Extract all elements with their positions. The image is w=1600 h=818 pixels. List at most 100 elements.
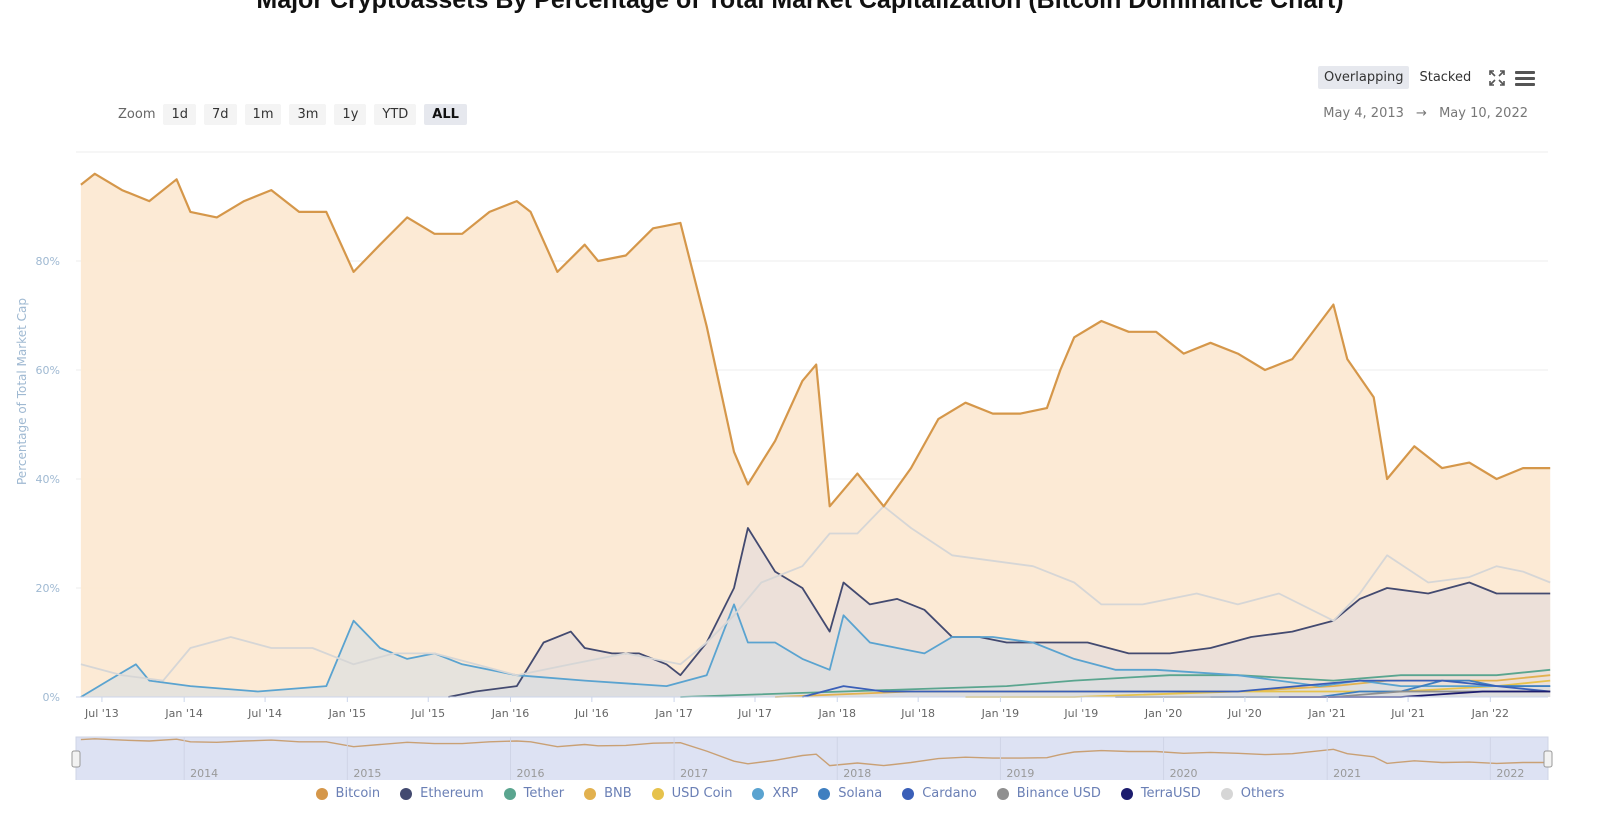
x-tick-label: Jan '14 [164,707,202,720]
view-mode-toolbar: Overlapping Stacked [1318,66,1537,89]
mode-stacked-button[interactable]: Stacked [1419,70,1472,85]
x-tick-label: Jul '20 [1227,707,1262,720]
y-tick-label: 40% [36,473,60,486]
legend-dot [996,787,1009,800]
date-range-from[interactable]: May 4, 2013 [1323,106,1404,121]
legend-dot [1220,787,1233,800]
legend-dot [400,787,413,800]
line-xrp [80,603,1551,698]
navigator-year-label: 2016 [516,767,544,780]
legend-item-usd-coin[interactable]: USD Coin [651,786,733,801]
date-range-to[interactable]: May 10, 2022 [1439,106,1528,121]
legend-item-bitcoin[interactable]: Bitcoin [315,786,381,801]
zoom-toolbar: Zoom 1d 7d 1m 3m 1y YTD ALL [118,104,475,125]
area-xrp [80,604,1551,697]
zoom-7d-button[interactable]: 7d [204,104,237,125]
hamburger-menu-icon[interactable] [1513,67,1537,89]
legend-label: Solana [838,786,883,801]
legend-item-bnb[interactable]: BNB [584,786,632,801]
legend-dot [584,787,597,800]
x-tick-label: Jan '15 [328,707,366,720]
x-tick-label: Jul '21 [1390,707,1425,720]
chart-canvas[interactable]: 0% 20% 40% 60% 80% Jul '13 Jan '14 Jul '14 Jan … [0,0,1600,780]
x-tick-label: Jul '15 [410,707,445,720]
navigator-year-label: 2020 [1170,767,1198,780]
navigator: 2014 2015 2016 2017 2018 2019 2020 2021 2022 [71,736,1553,780]
legend-item-terrausd[interactable]: TerraUSD [1120,786,1201,801]
legend-dot [1120,787,1133,800]
legend: Bitcoin Ethereum Tether BNB USD Coin XRP Solan… [0,786,1600,801]
y-tick-label: 80% [36,255,60,268]
x-tick-label: Jul '17 [737,707,772,720]
legend-label: Tether [523,786,565,801]
legend-item-binance-usd[interactable]: Binance USD [996,786,1101,801]
navigator-series-line [80,738,1551,767]
zoom-all-button[interactable]: ALL [424,104,467,125]
y-tick-label: 20% [36,582,60,595]
legend-dot [651,787,664,800]
legend-label: BNB [604,786,632,801]
legend-dot [902,787,915,800]
x-tick-label: Jan '18 [818,707,856,720]
line-tether [680,668,1551,698]
line-cardano [802,679,1551,698]
legend-dot [752,787,765,800]
legend-item-others[interactable]: Others [1220,786,1285,801]
legend-item-xrp[interactable]: XRP [752,786,798,801]
navigator-year-label: 2017 [680,767,708,780]
legend-item-cardano[interactable]: Cardano [902,786,977,801]
x-tick-label: Jan '16 [491,707,529,720]
zoom-1d-button[interactable]: 1d [163,104,197,125]
x-tick-label: Jan '17 [654,707,692,720]
zoom-ytd-button[interactable]: YTD [374,104,417,125]
x-tick-labels: Jul '13 Jan '14 Jul '14 Jan '15 Jul '15 Jan '… [84,697,1509,720]
y-tick-labels: 0% 20% 40% 60% 80% [36,255,60,704]
legend-label: Cardano [922,786,977,801]
navigator-handle [1543,750,1553,768]
series-lines [80,172,1551,698]
series-areas [80,173,1551,698]
legend-item-ethereum[interactable]: Ethereum [400,786,484,801]
legend-label: Binance USD [1016,786,1101,801]
zoom-3m-button[interactable]: 3m [289,104,327,125]
legend-label: Ethereum [420,786,484,801]
legend-dot [315,787,328,800]
legend-item-solana[interactable]: Solana [818,786,882,801]
area-bitcoin [80,173,1551,698]
y-tick-label: 0% [43,691,60,704]
x-tick-label: Jul '18 [900,707,935,720]
y-tick-label: 60% [36,364,60,377]
legend-label: TerraUSD [1140,786,1201,801]
legend-item-tether[interactable]: Tether [503,786,565,801]
x-tick-label: Jan '19 [981,707,1019,720]
fullscreen-icon[interactable] [1485,67,1509,89]
x-tick-label: Jul '14 [247,707,282,720]
navigator-handle [71,750,81,768]
navigator-year-label: 2022 [1496,767,1524,780]
mode-overlapping-button[interactable]: Overlapping [1318,66,1410,89]
date-range: May 4, 2013 → May 10, 2022 [1319,106,1532,121]
legend-label: Others [1240,786,1285,801]
line-bitcoin [80,172,1551,508]
navigator-year-label: 2014 [190,767,218,780]
x-tick-label: Jul '16 [574,707,609,720]
arrow-right-icon: → [1416,106,1427,121]
x-tick-label: Jul '19 [1063,707,1098,720]
zoom-label: Zoom [118,107,156,122]
navigator-year-label: 2021 [1333,767,1361,780]
legend-label: XRP [772,786,799,801]
legend-label: Bitcoin [335,786,381,801]
navigator-year-label: 2015 [353,767,381,780]
x-tick-label: Jan '21 [1307,707,1345,720]
zoom-1y-button[interactable]: 1y [334,104,367,125]
x-tick-label: Jan '20 [1144,707,1182,720]
legend-label: USD Coin [671,786,733,801]
navigator-window [75,736,1549,780]
line-others [80,505,1551,682]
navigator-year-label: 2019 [1006,767,1034,780]
x-tick-label: Jan '22 [1471,707,1509,720]
line-ethereum [448,527,1551,698]
zoom-1m-button[interactable]: 1m [244,104,282,125]
legend-dot [503,787,516,800]
chart-title: Major Cryptoassets By Percentage of Tota… [256,0,1344,14]
